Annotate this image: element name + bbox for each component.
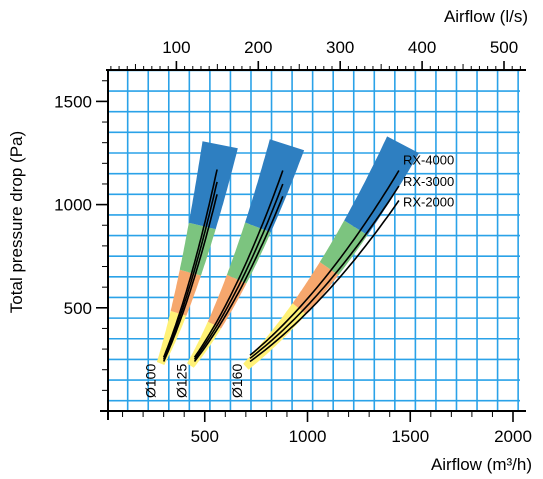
y-axis-tick-label: 1500 [54, 92, 92, 111]
band-segment-Ø160 [344, 136, 419, 236]
curve-RX-2000-Ø100 [162, 194, 218, 362]
curve-RX-2000-Ø160 [249, 200, 400, 363]
band-segment-Ø160 [319, 220, 368, 276]
x-axis-top-tick-label: 400 [408, 38, 436, 57]
curve-RX-3000-Ø100 [162, 181, 218, 360]
y-axis-tick-label: 500 [64, 299, 92, 318]
y-axis-tick-label: 1000 [54, 196, 92, 215]
curve-RX-3000-Ø160 [249, 185, 400, 360]
series-label-rx-2000: RX-2000 [403, 194, 454, 209]
x-axis-top-tick-label: 100 [162, 38, 190, 57]
x-axis-top-tick-label: 200 [244, 38, 272, 57]
curve-RX-3000-Ø125 [193, 183, 284, 360]
chart-bands [156, 136, 419, 370]
band-segment-Ø125 [226, 222, 271, 284]
chart-ticks [96, 61, 521, 422]
x-axis-bottom-tick-label: 2000 [494, 427, 532, 446]
x-axis-top-tick-label: 500 [490, 38, 518, 57]
diameter-label-100: Ø100 [143, 364, 159, 398]
chart-curves [162, 169, 400, 363]
series-label-rx-3000: RX-3000 [403, 174, 454, 189]
x-axis-bottom-tick-label: 1500 [391, 427, 429, 446]
curve-RX-4000-Ø160 [249, 170, 400, 356]
band-segment-Ø160 [243, 303, 307, 370]
x-axis-bottom-tick-label: 500 [191, 427, 219, 446]
grid [108, 69, 520, 411]
x-axis-top-tick-label: 300 [326, 38, 354, 57]
curve-RX-4000-Ø100 [162, 169, 218, 358]
curve-RX-4000-Ø125 [193, 170, 284, 358]
x-axis-bottom-title: Airflow (m³/h) [431, 455, 532, 474]
x-axis-top-title: Airflow (l/s) [444, 7, 528, 26]
curve-RX-2000-Ø125 [193, 196, 284, 362]
x-axis-bottom-tick-label: 1000 [289, 427, 327, 446]
diameter-label-125: Ø125 [173, 364, 189, 398]
chart-labels: Airflow (m³/h) Airflow (l/s) Total press… [7, 7, 532, 474]
series-label-rx-4000: RX-4000 [403, 153, 454, 168]
band-segment-Ø125 [245, 139, 305, 233]
y-axis-title: Total pressure drop (Pa) [7, 131, 26, 313]
diameter-label-160: Ø160 [229, 364, 245, 398]
